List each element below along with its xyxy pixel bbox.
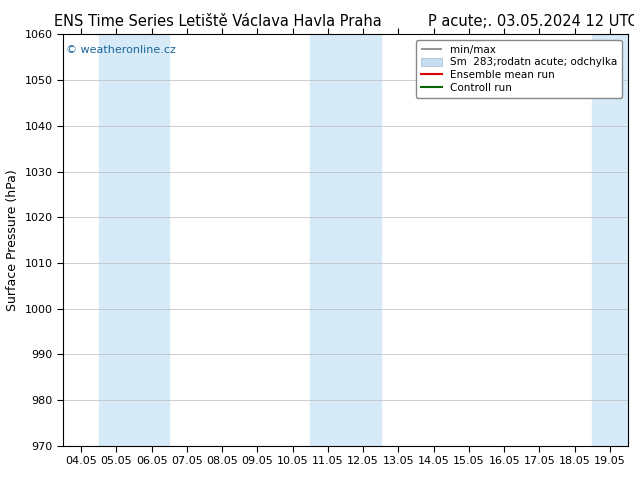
Bar: [99, 34, 169, 446]
Bar: [592, 34, 628, 446]
Legend: min/max, Sm  283;rodatn acute; odchylka, Ensemble mean run, Controll run: min/max, Sm 283;rodatn acute; odchylka, …: [416, 40, 623, 98]
Text: © weatheronline.cz: © weatheronline.cz: [66, 45, 176, 54]
Title: ENS Time Series Letiště Václava Havla Praha          P acute;. 03.05.2024 12 UTC: ENS Time Series Letiště Václava Havla Pr…: [54, 14, 634, 29]
Bar: [310, 34, 381, 446]
Y-axis label: Surface Pressure (hPa): Surface Pressure (hPa): [6, 169, 19, 311]
